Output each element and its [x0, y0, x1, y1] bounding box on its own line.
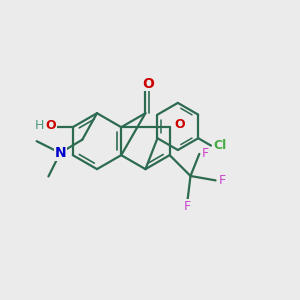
Text: Cl: Cl	[213, 139, 226, 152]
Text: F: F	[202, 147, 209, 161]
Text: O: O	[175, 118, 185, 131]
Text: F: F	[218, 174, 226, 187]
Text: H: H	[35, 119, 44, 132]
Text: O: O	[142, 77, 154, 91]
Text: O: O	[45, 119, 56, 132]
Text: F: F	[184, 200, 191, 213]
Text: N: N	[54, 146, 66, 160]
